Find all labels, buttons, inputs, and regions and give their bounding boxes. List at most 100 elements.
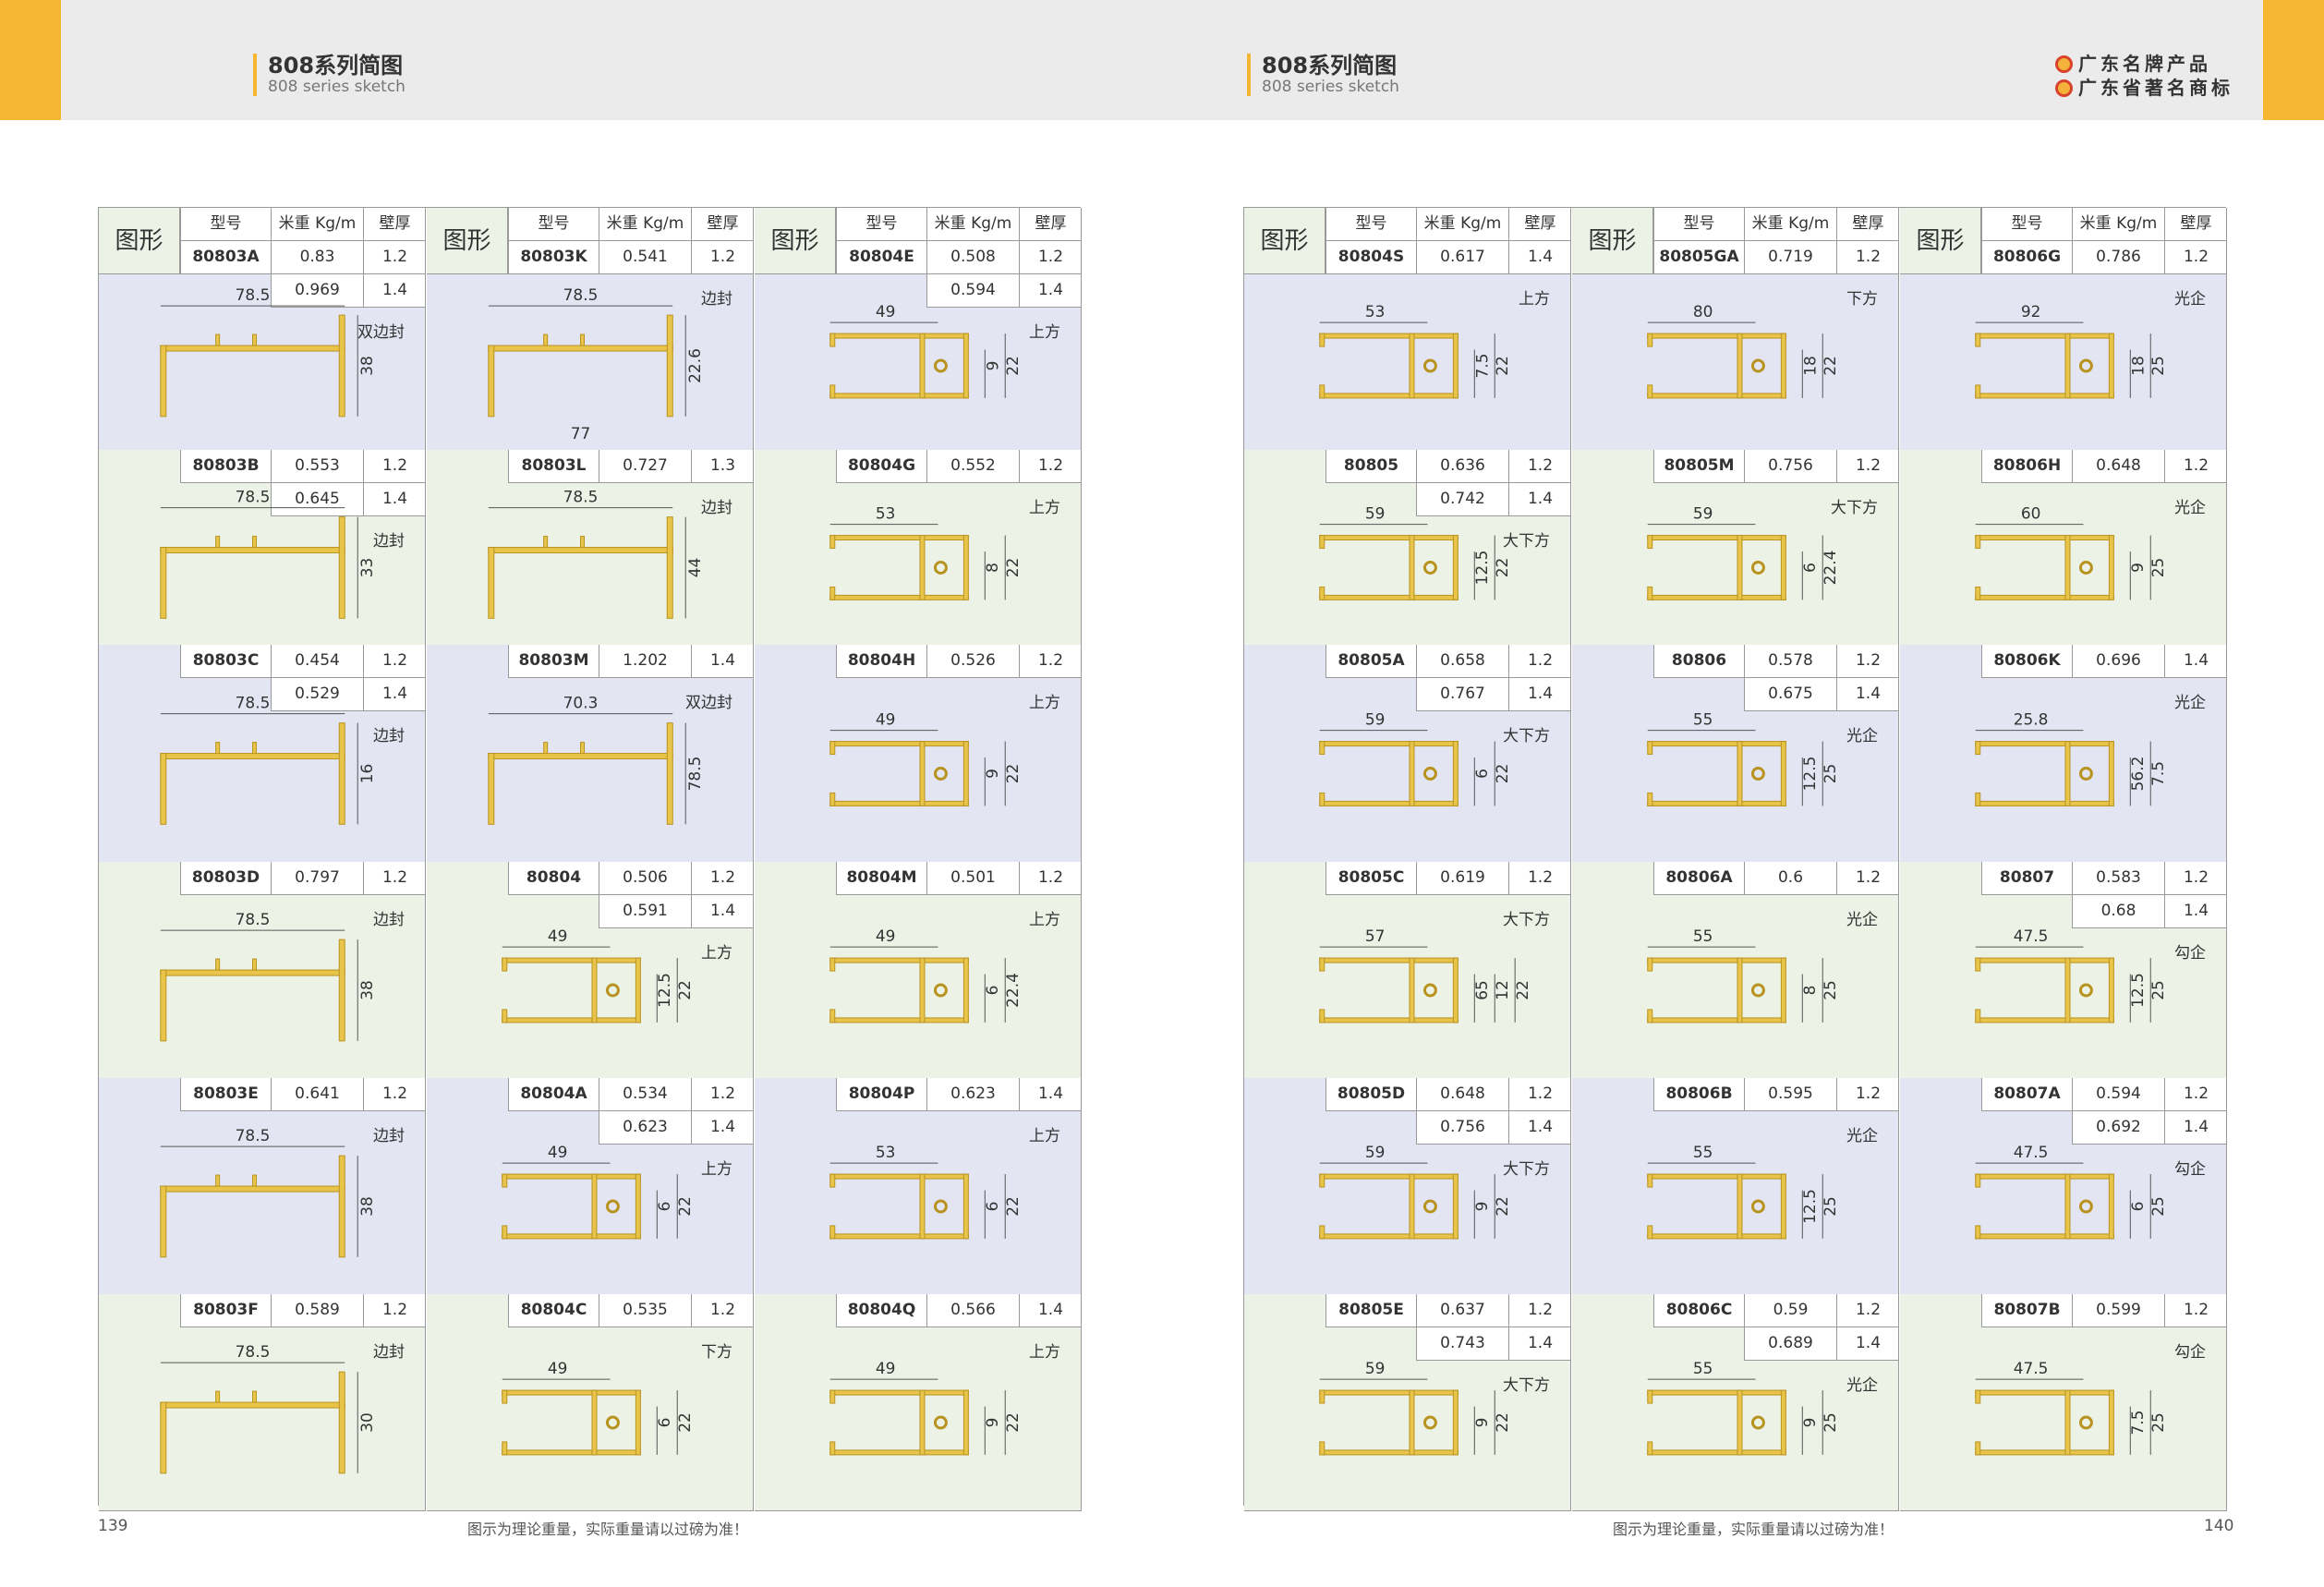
profile-top xyxy=(1647,333,1786,339)
dimension-label: 9 xyxy=(983,1418,1001,1428)
profile-lip xyxy=(829,535,836,550)
profile-type: 勾企 xyxy=(2174,1160,2206,1179)
profile-cell: 80804G 0.552 1.2 上方 53 8 22 xyxy=(755,450,1082,646)
profile-sketch-svg: 59 6 22.4 xyxy=(1647,504,1839,600)
profile-cell: 80806H 0.648 1.2 光企 60 9 25 xyxy=(1900,450,2227,646)
profile-bottom xyxy=(829,1017,969,1024)
dimension-label: 49 xyxy=(876,1359,896,1377)
profile-sketch-svg: 80 18 22 xyxy=(1647,302,1839,399)
profile-screw-port xyxy=(2078,561,2093,575)
profile-top xyxy=(1647,1389,1786,1396)
profile-shape: 49 6 22 xyxy=(502,1143,694,1240)
profile-side xyxy=(1780,957,1786,1024)
profile-mullion xyxy=(1737,1389,1743,1456)
profile-lip xyxy=(829,333,836,347)
profile-sketch-svg: 55 8 25 xyxy=(1647,927,1839,1024)
model-number: 80804E xyxy=(836,241,926,274)
thickness-value: 1.2 xyxy=(363,862,425,895)
profile-shape: 55 12.5 25 xyxy=(1647,1143,1839,1240)
profile-side xyxy=(962,1173,969,1240)
column-header-model: 型号 xyxy=(1981,208,2072,241)
dimension-label: 25 xyxy=(2148,356,2167,376)
model-number: 80803B xyxy=(180,450,271,483)
page-title: 808系列简图 808 series sketch xyxy=(253,54,405,96)
profile-shape: 59 6 22 xyxy=(1319,710,1511,806)
thickness-value: 1.3 xyxy=(691,450,753,483)
dimension-label: 77 xyxy=(571,424,591,442)
profile-mullion xyxy=(919,1389,926,1456)
thickness-value: 1.2 xyxy=(1019,241,1081,274)
thickness-value: 1.2 xyxy=(1508,1078,1570,1111)
profile-mullion xyxy=(1737,535,1743,600)
profile-flange xyxy=(666,314,673,418)
brand-row: 广东名牌产品 xyxy=(2055,52,2233,76)
profile-rib xyxy=(252,1390,258,1403)
dimension-label: 6 xyxy=(983,1202,1001,1212)
profile-sketch: 47.5 7.5 25 xyxy=(1900,1327,2226,1510)
profile-bottom xyxy=(1319,1449,1459,1456)
model-number: 80806 xyxy=(1653,645,1744,678)
profile-rib xyxy=(215,333,221,346)
dimension-label: 7.5 xyxy=(1472,354,1491,379)
profile-type: 光企 xyxy=(1846,1376,1878,1395)
profile-sketch: 49 6 22 xyxy=(427,1111,753,1294)
weight-value: 0.6 xyxy=(1744,862,1836,895)
profile-lip xyxy=(829,1009,836,1024)
profile-cell: 80806K 0.696 1.4 光企 25.8 56.2 7.5 xyxy=(1900,645,2227,863)
profile-bottom xyxy=(502,1449,641,1456)
weight-value: 0.535 xyxy=(599,1294,691,1327)
model-number: 80804H xyxy=(836,645,926,678)
weight-value: 0.594 xyxy=(2072,1078,2164,1111)
page-number: 140 xyxy=(2204,1517,2234,1535)
column-header-thickness: 壁厚 xyxy=(2164,208,2226,241)
profile-sketch-svg: 49 9 22 xyxy=(829,302,1022,399)
profile-shape: 78.5 44 xyxy=(488,488,704,619)
profile-sketch: 59 9 22 xyxy=(1244,1111,1570,1294)
dimension-label: 22 xyxy=(1003,764,1022,784)
dimension-label: 49 xyxy=(548,927,568,945)
dimension-label: 53 xyxy=(1365,302,1386,321)
profile-type: 光企 xyxy=(1846,911,1878,929)
column-header-weight: 米重 Kg/m xyxy=(2072,208,2164,241)
title-cn: 808系列简图 xyxy=(268,53,404,79)
profile-bottom xyxy=(1647,800,1786,806)
profile-cell: 80804A 0.534 1.2 0.623 1.4 上方 49 6 22 xyxy=(427,1078,754,1295)
profile-sketch: 60 9 25 xyxy=(1900,483,2226,645)
weight-value: 0.637 xyxy=(1416,1294,1508,1327)
dimension-label: 47.5 xyxy=(2014,927,2049,945)
dimension-label: 12.5 xyxy=(2128,973,2147,1008)
profile-web xyxy=(160,547,345,554)
dimension-label: 25 xyxy=(1821,1196,1839,1217)
thickness-value: 1.4 xyxy=(1019,1078,1081,1111)
profile-bottom xyxy=(829,1449,969,1456)
profile-rib xyxy=(252,742,258,755)
weight-value: 0.969 xyxy=(271,274,363,308)
model-number: 80806B xyxy=(1653,1078,1744,1111)
dimension-label: 22 xyxy=(675,1196,694,1217)
profile-grid: 图形 型号 米重 Kg/m 壁厚 80804S 0.617 1.4 上方 53 7.5 22 8080… xyxy=(1243,207,2227,1511)
thickness-value: 1.2 xyxy=(2164,241,2226,274)
profile-lip xyxy=(1319,1225,1325,1240)
profile-side xyxy=(962,957,969,1024)
profile-top xyxy=(502,957,641,963)
profile-web xyxy=(160,753,345,760)
profile-type: 双边封 xyxy=(357,323,405,342)
dimension-label: 22 xyxy=(1003,1412,1022,1433)
profile-screw-port xyxy=(1422,767,1437,781)
page-title: 808系列简图 808 series sketch xyxy=(1247,54,1399,96)
profile-sketch-svg: 49 9 22 xyxy=(829,710,1022,806)
model-number: 80803L xyxy=(508,450,599,483)
dimension-label: 9 xyxy=(983,769,1001,779)
profile-shape: 78.5 33 xyxy=(160,488,376,619)
profile-lip xyxy=(1647,792,1653,806)
profile-top xyxy=(1975,333,2114,339)
profile-screw-port xyxy=(1750,767,1765,781)
column-header-weight: 米重 Kg/m xyxy=(271,208,363,241)
dimension-label: 78.5 xyxy=(236,1126,271,1145)
profile-web xyxy=(488,345,673,352)
dimension-label: 18 xyxy=(1800,356,1819,376)
profile-lip xyxy=(1975,535,1981,550)
profile-bottom xyxy=(1647,1449,1786,1456)
dimension-label: 18 xyxy=(2128,356,2147,376)
profile-shape: 59 9 22 xyxy=(1319,1143,1511,1240)
